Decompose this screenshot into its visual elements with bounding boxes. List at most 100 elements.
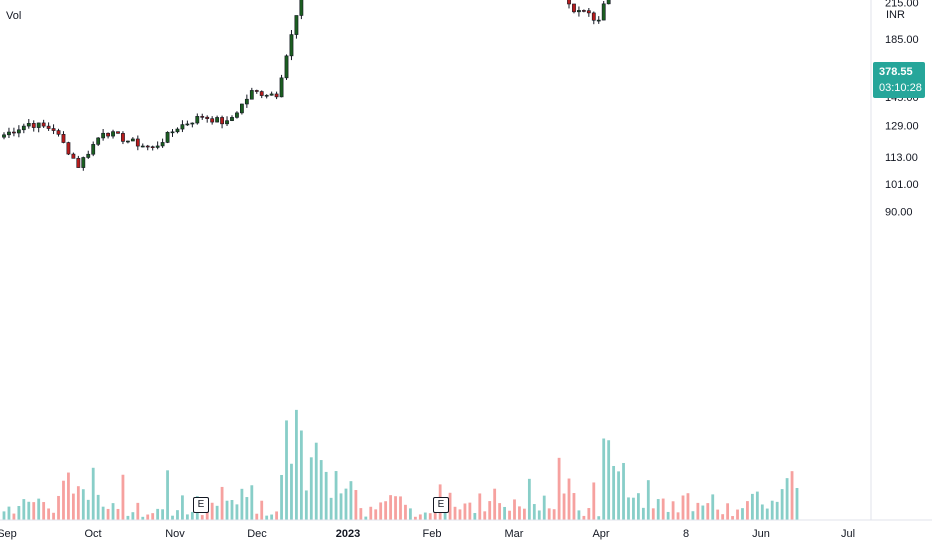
volume-bar: [493, 488, 497, 520]
volume-indicator-label[interactable]: Vol: [6, 10, 22, 22]
volume-bar: [240, 488, 244, 520]
volume-bar: [106, 508, 110, 520]
volume-bar: [567, 478, 571, 520]
candle-body: [46, 125, 51, 129]
time-tick-label: Mar: [505, 528, 524, 540]
volume-bar: [309, 457, 313, 520]
volume-bar: [299, 430, 303, 520]
volume-bar: [394, 496, 397, 520]
candle-body: [269, 93, 274, 96]
volume-bar: [671, 501, 675, 520]
volume-bar: [696, 502, 700, 520]
volume-bar: [404, 504, 407, 520]
volume-bar: [205, 510, 209, 520]
volume-bar: [770, 500, 774, 520]
volume-bar: [111, 503, 115, 520]
candle-body: [195, 116, 200, 124]
candle-body: [572, 3, 576, 13]
bar-countdown: 03:10:28: [879, 82, 922, 94]
candle-body: [96, 137, 101, 145]
volume-bar: [637, 493, 640, 520]
volume-bar: [562, 493, 566, 520]
candle-body: [41, 122, 46, 127]
volume-bar: [379, 502, 383, 520]
volume-bar: [755, 491, 759, 520]
time-tick-label: Apr: [592, 528, 609, 540]
volume-bar: [359, 508, 363, 520]
time-tick-label: Dec: [247, 528, 267, 540]
candle-body: [121, 133, 125, 142]
volume-bar: [319, 460, 323, 520]
volume-bar: [339, 493, 343, 520]
candle-body: [135, 138, 140, 147]
candle-body: [56, 130, 61, 135]
volume-bar: [280, 474, 283, 520]
candle-body: [244, 98, 249, 105]
volume-bar: [314, 442, 318, 520]
volume-bar: [790, 471, 794, 520]
earnings-event-marker[interactable]: E: [193, 497, 209, 513]
volume-bar: [666, 511, 670, 520]
volume-bar: [627, 497, 630, 520]
candle-body: [289, 34, 294, 57]
volume-bar: [691, 511, 695, 520]
time-tick-label: 8: [683, 528, 689, 540]
candle-body: [175, 128, 180, 133]
volume-bar: [577, 510, 581, 520]
candle-body: [299, 0, 304, 16]
volume-bar: [181, 495, 184, 520]
volume-bar: [736, 509, 739, 520]
candle-body: [170, 131, 175, 134]
candle-body: [215, 117, 220, 123]
candle-body: [126, 140, 130, 143]
volume-bar: [418, 514, 422, 520]
price-axis: 425.00335.00295.00255.00215.00185.00165.…: [885, 0, 919, 219]
volume-bar: [81, 489, 85, 520]
volume-bar: [409, 508, 412, 520]
earnings-event-marker[interactable]: E: [433, 497, 449, 513]
volume-bar: [295, 409, 298, 520]
volume-bar: [656, 499, 660, 520]
candle-body: [21, 125, 26, 131]
volume-bar: [42, 502, 46, 520]
candle-body: [294, 15, 299, 35]
candle-body: [71, 153, 76, 159]
volume-bar: [121, 474, 125, 520]
volume-bar: [741, 508, 744, 520]
candle-body: [249, 90, 254, 100]
volume-bar: [171, 515, 174, 520]
time-tick-label: Nov: [165, 528, 185, 540]
volume-bar: [518, 506, 521, 520]
volume-bar: [22, 499, 26, 520]
volume-bar: [260, 500, 264, 520]
volume-bar: [681, 495, 685, 520]
volume-bar: [478, 493, 482, 520]
candle-body: [81, 157, 86, 168]
candle-body: [596, 19, 601, 22]
candle-body: [284, 55, 289, 79]
volume-bar: [607, 440, 611, 520]
volume-bar: [255, 513, 259, 520]
volume-bar: [498, 503, 502, 520]
candle-body: [51, 128, 56, 131]
volume-bar: [210, 502, 214, 520]
volume-bar: [52, 512, 55, 520]
candle-body: [26, 123, 31, 127]
volume-bar: [389, 495, 392, 520]
volume-bar: [547, 508, 551, 520]
candle-body: [220, 117, 224, 125]
candle-body: [264, 94, 269, 97]
candle-body: [279, 77, 284, 98]
volume-bar: [47, 508, 51, 520]
volume-bar: [225, 500, 229, 520]
volume-bar: [760, 504, 764, 520]
volume-bar: [542, 495, 546, 520]
volume-bar: [220, 486, 224, 520]
candle-body: [190, 122, 195, 125]
volume-bar: [453, 506, 457, 520]
volume-bar: [17, 506, 21, 520]
volume-bar: [508, 510, 511, 520]
currency-label: INR: [886, 9, 905, 21]
volume-bar: [185, 514, 189, 520]
